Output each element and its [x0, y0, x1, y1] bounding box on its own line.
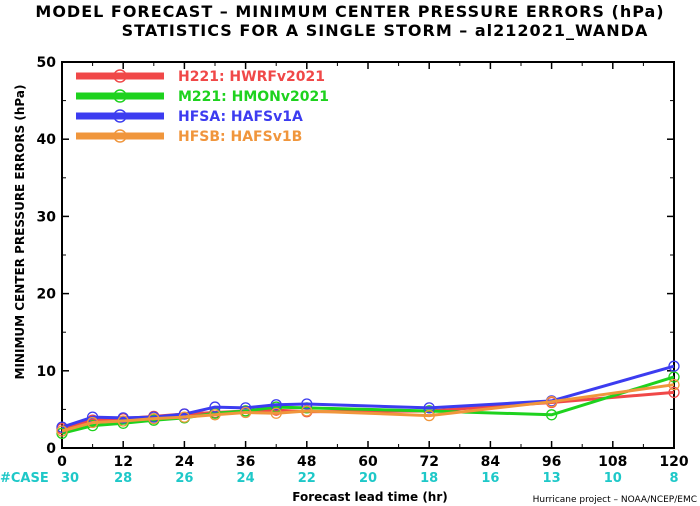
- data-point: [178, 408, 191, 420]
- data-point: [86, 416, 99, 429]
- series-layer: [56, 360, 680, 439]
- legend-marker: [113, 89, 127, 103]
- x-tick-label: 24: [175, 454, 195, 470]
- data-point: [178, 411, 191, 423]
- credit-text: Hurricane project – NOAA/NCEP/EMC: [533, 495, 697, 505]
- data-point: [668, 386, 680, 399]
- case-count: 8: [669, 471, 678, 486]
- legend-item-HFSB: HFSB: HAFSv1B: [76, 129, 302, 145]
- legend-item-HFSA: HFSA: HAFSv1A: [76, 109, 303, 125]
- data-point: [668, 360, 680, 372]
- case-label: #CASE: [0, 471, 49, 486]
- data-point: [668, 379, 680, 391]
- legend-label: M221: HMONv2021: [178, 89, 329, 105]
- case-count: 30: [61, 471, 79, 486]
- data-point: [270, 407, 282, 419]
- data-point: [301, 405, 313, 417]
- x-tick-label: 36: [236, 454, 255, 470]
- case-count: 24: [237, 471, 255, 486]
- y-tick-label: 50: [37, 55, 57, 71]
- x-tick-label: 0: [57, 454, 67, 470]
- y-tick-label: 30: [37, 209, 57, 225]
- x-axis-ticks: 0 12 24 36 48 60 72 84 96 108 120: [57, 62, 689, 470]
- y-tick-label: 20: [37, 287, 57, 303]
- x-axis-label: Forecast lead time (hr): [292, 490, 448, 504]
- chart-subtitle: STATISTICS FOR A SINGLE STORM – al212021…: [122, 21, 649, 40]
- data-point: [209, 401, 221, 413]
- data-point: [86, 419, 99, 432]
- x-tick-label: 120: [659, 454, 688, 470]
- data-point: [423, 402, 435, 414]
- case-count: 13: [543, 471, 561, 486]
- data-point: [270, 399, 282, 411]
- y-tick-label: 0: [46, 441, 56, 457]
- legend-marker: [113, 129, 127, 143]
- y-tick-label: 10: [37, 364, 57, 380]
- x-tick-label: 84: [481, 454, 501, 470]
- plot-area: [61, 61, 675, 449]
- data-point: [545, 396, 558, 408]
- data-point: [209, 409, 221, 421]
- y-axis-label: MINIMUM CENTER PRESSURE ERRORS (hPa): [13, 85, 27, 380]
- x-tick-label: 108: [598, 454, 627, 470]
- case-count: 18: [420, 471, 438, 486]
- series-HFSB: [56, 379, 680, 437]
- chart-title: MODEL FORECAST – MINIMUM CENTER PRESSURE…: [35, 2, 664, 21]
- case-count: 10: [604, 471, 622, 486]
- legend-item-H221: H221: HWRFv2021: [76, 69, 325, 85]
- data-point: [56, 421, 68, 433]
- y-axis-ticks: 0 10 20 30 40 50: [37, 55, 674, 457]
- data-point: [423, 409, 435, 422]
- data-point: [239, 406, 252, 419]
- plot-frame: [61, 61, 675, 449]
- legend-marker: [113, 109, 127, 123]
- case-count: 28: [114, 471, 132, 486]
- legend-label: HFSA: HAFSv1A: [178, 109, 303, 125]
- x-tick-label: 60: [358, 454, 378, 470]
- legend-marker: [113, 69, 127, 83]
- x-tick-label: 48: [297, 454, 316, 470]
- case-count: 26: [175, 471, 193, 486]
- x-tick-label: 12: [113, 454, 132, 470]
- case-count: 22: [298, 471, 316, 486]
- data-point: [148, 413, 160, 425]
- data-point: [301, 398, 313, 410]
- legend: H221: HWRFv2021 M221: HMONv2021 HFSA: HAFS…: [76, 69, 329, 145]
- case-count: 16: [481, 471, 499, 486]
- legend-item-M221: M221: HMONv2021: [76, 89, 329, 105]
- data-point: [117, 412, 129, 424]
- case-count: 20: [359, 471, 377, 486]
- data-point: [117, 415, 129, 427]
- data-point: [56, 425, 68, 437]
- legend-label: H221: HWRFv2021: [178, 69, 325, 85]
- x-tick-label: 72: [419, 454, 438, 470]
- x-tick-label: 96: [542, 454, 561, 470]
- legend-label: HFSB: HAFSv1B: [178, 129, 302, 145]
- data-point: [668, 371, 680, 383]
- case-counts: 30 28 26 24 22 20 18 16 13 10 8: [61, 471, 679, 486]
- data-point: [545, 409, 558, 421]
- y-tick-label: 40: [37, 132, 57, 148]
